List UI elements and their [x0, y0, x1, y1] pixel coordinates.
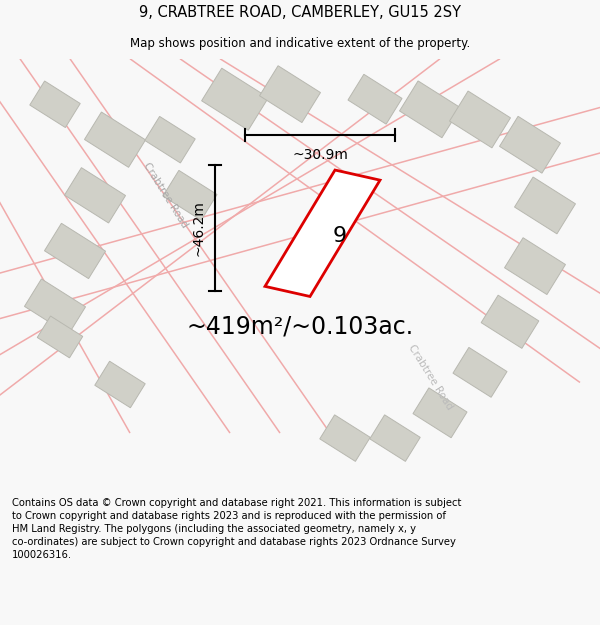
Text: ~46.2m: ~46.2m: [192, 200, 206, 256]
Text: Map shows position and indicative extent of the property.: Map shows position and indicative extent…: [130, 37, 470, 49]
Polygon shape: [37, 316, 83, 358]
Polygon shape: [400, 81, 460, 138]
Polygon shape: [95, 361, 145, 408]
Text: 9, CRABTREE ROAD, CAMBERLEY, GU15 2SY: 9, CRABTREE ROAD, CAMBERLEY, GU15 2SY: [139, 5, 461, 20]
Polygon shape: [413, 388, 467, 438]
Polygon shape: [500, 116, 560, 173]
Text: ~30.9m: ~30.9m: [292, 148, 348, 162]
Polygon shape: [85, 112, 146, 168]
Polygon shape: [202, 68, 268, 130]
Polygon shape: [453, 348, 507, 398]
Polygon shape: [64, 168, 125, 223]
Polygon shape: [505, 238, 565, 294]
Text: Crabtree Road: Crabtree Road: [406, 343, 454, 412]
Polygon shape: [370, 415, 420, 461]
Polygon shape: [260, 66, 320, 122]
Polygon shape: [515, 177, 575, 234]
Polygon shape: [449, 91, 511, 148]
Text: ~419m²/~0.103ac.: ~419m²/~0.103ac.: [187, 315, 413, 339]
Polygon shape: [163, 171, 217, 220]
Polygon shape: [481, 295, 539, 348]
Text: Crabtree Road: Crabtree Road: [141, 161, 189, 230]
Polygon shape: [320, 415, 370, 461]
Text: 9: 9: [333, 226, 347, 246]
Polygon shape: [25, 279, 86, 334]
Polygon shape: [30, 81, 80, 127]
Polygon shape: [145, 116, 195, 163]
Text: Contains OS data © Crown copyright and database right 2021. This information is : Contains OS data © Crown copyright and d…: [12, 498, 461, 561]
Polygon shape: [44, 223, 106, 279]
Polygon shape: [265, 170, 380, 296]
Polygon shape: [348, 74, 402, 124]
